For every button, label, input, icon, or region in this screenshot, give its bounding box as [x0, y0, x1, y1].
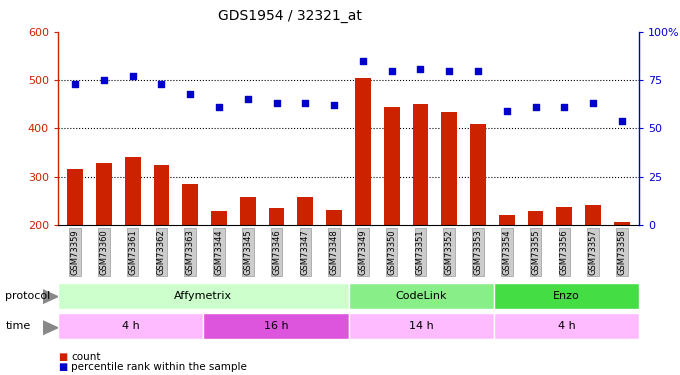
- Point: [185, 91, 196, 97]
- Bar: [124, 158, 141, 225]
- Text: protocol: protocol: [5, 291, 51, 301]
- Text: GSM73355: GSM73355: [531, 230, 540, 275]
- Text: GSM73356: GSM73356: [560, 229, 569, 275]
- Text: ■: ■: [58, 362, 67, 372]
- Point: [588, 100, 598, 106]
- Point: [559, 104, 570, 110]
- Point: [156, 81, 167, 87]
- Text: GSM73352: GSM73352: [445, 230, 454, 275]
- Polygon shape: [43, 321, 58, 334]
- Bar: [348, 283, 494, 309]
- Text: GSM73363: GSM73363: [186, 229, 194, 275]
- Text: GSM73351: GSM73351: [416, 230, 425, 275]
- Text: GSM73348: GSM73348: [330, 229, 339, 275]
- Bar: [58, 313, 203, 339]
- Bar: [355, 78, 371, 225]
- Point: [501, 108, 512, 114]
- Bar: [67, 170, 83, 225]
- Text: GSM73361: GSM73361: [128, 229, 137, 275]
- Bar: [96, 163, 112, 225]
- Point: [444, 68, 455, 74]
- Text: percentile rank within the sample: percentile rank within the sample: [71, 362, 248, 372]
- Point: [328, 102, 339, 108]
- Text: GSM73345: GSM73345: [243, 230, 252, 275]
- Text: GSM73359: GSM73359: [71, 230, 80, 275]
- Polygon shape: [43, 290, 58, 303]
- Text: Enzo: Enzo: [553, 291, 580, 301]
- Bar: [269, 208, 284, 225]
- Text: GDS1954 / 32321_at: GDS1954 / 32321_at: [218, 9, 362, 23]
- Text: GSM73362: GSM73362: [157, 229, 166, 275]
- Bar: [154, 165, 169, 225]
- Point: [415, 66, 426, 72]
- Text: GSM73360: GSM73360: [99, 229, 108, 275]
- Bar: [470, 124, 486, 225]
- Text: GSM73344: GSM73344: [214, 230, 224, 275]
- Point: [300, 100, 311, 106]
- Text: GSM73347: GSM73347: [301, 229, 310, 275]
- Bar: [348, 313, 494, 339]
- Text: time: time: [5, 321, 31, 331]
- Text: CodeLink: CodeLink: [396, 291, 447, 301]
- Text: GSM73346: GSM73346: [272, 229, 281, 275]
- Bar: [182, 184, 198, 225]
- Bar: [494, 283, 639, 309]
- Bar: [614, 222, 630, 225]
- Bar: [441, 111, 457, 225]
- Bar: [413, 104, 428, 225]
- Bar: [556, 207, 573, 225]
- Bar: [494, 313, 639, 339]
- Text: Affymetrix: Affymetrix: [174, 291, 232, 301]
- Point: [99, 77, 109, 83]
- Text: GSM73353: GSM73353: [473, 229, 483, 275]
- Bar: [585, 205, 601, 225]
- Point: [127, 73, 138, 79]
- Point: [617, 118, 628, 124]
- Point: [242, 96, 253, 102]
- Text: ■: ■: [58, 352, 67, 362]
- Text: GSM73350: GSM73350: [387, 230, 396, 275]
- Text: 16 h: 16 h: [264, 321, 288, 331]
- Text: 14 h: 14 h: [409, 321, 434, 331]
- Point: [358, 58, 369, 64]
- Text: 4 h: 4 h: [122, 321, 139, 331]
- Text: GSM73349: GSM73349: [358, 230, 367, 275]
- Text: 4 h: 4 h: [558, 321, 575, 331]
- Bar: [528, 211, 543, 225]
- Bar: [240, 197, 256, 225]
- Point: [386, 68, 397, 74]
- Bar: [499, 215, 515, 225]
- Bar: [297, 197, 313, 225]
- Point: [214, 104, 224, 110]
- Bar: [384, 107, 400, 225]
- Bar: [203, 313, 348, 339]
- Bar: [58, 283, 348, 309]
- Point: [271, 100, 282, 106]
- Point: [473, 68, 483, 74]
- Point: [530, 104, 541, 110]
- Text: GSM73357: GSM73357: [589, 229, 598, 275]
- Text: GSM73358: GSM73358: [617, 229, 626, 275]
- Bar: [326, 210, 342, 225]
- Bar: [211, 211, 227, 225]
- Text: count: count: [71, 352, 101, 362]
- Text: GSM73354: GSM73354: [503, 230, 511, 275]
- Point: [69, 81, 80, 87]
